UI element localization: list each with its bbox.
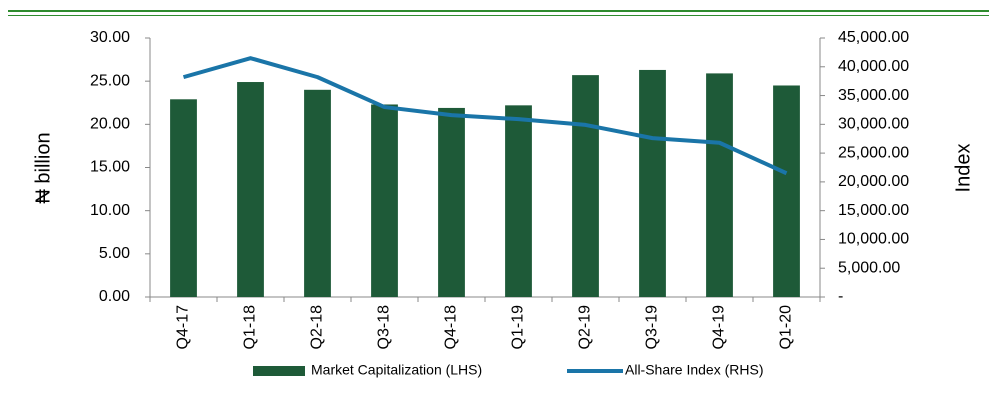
bar <box>773 85 800 297</box>
x-tick-label: Q1-20 <box>778 305 795 350</box>
y2-tick-label: 15,000.00 <box>838 202 909 219</box>
x-tick-label: Q1-18 <box>242 305 259 350</box>
bar <box>304 89 331 297</box>
bar <box>438 107 465 298</box>
y-tick-label: 5.00 <box>99 245 130 262</box>
x-tick-label: Q1-19 <box>510 305 527 350</box>
y2-tick-label: 10,000.00 <box>838 231 909 248</box>
y2-tick-label: 25,000.00 <box>838 144 909 161</box>
bar <box>170 99 197 298</box>
y2-tick-label: 45,000.00 <box>838 29 909 46</box>
y2-axis-label: Index <box>952 144 974 193</box>
x-tick-label: Q4-18 <box>443 305 460 350</box>
y2-tick-label: 5,000.00 <box>838 259 900 276</box>
x-tick-label: Q2-18 <box>309 305 326 350</box>
bar <box>505 105 532 297</box>
y2-tick-label: 35,000.00 <box>838 87 909 104</box>
legend-swatch <box>253 366 305 376</box>
bar <box>371 104 398 297</box>
y-tick-label: 30.00 <box>90 29 130 46</box>
x-tick-label: Q3-18 <box>376 305 393 350</box>
y2-tick-label: 40,000.00 <box>838 58 909 75</box>
y-axis-label: ₦ billion <box>32 132 54 203</box>
y-tick-label: 20.00 <box>90 116 130 133</box>
y-tick-label: 0.00 <box>99 288 130 305</box>
legend-label: All-Share Index (RHS) <box>625 362 764 378</box>
y-tick-label: 15.00 <box>90 159 130 176</box>
y-tick-label: 10.00 <box>90 202 130 219</box>
bar <box>706 73 733 297</box>
bar <box>237 82 264 297</box>
x-tick-label: Q4-17 <box>175 305 192 350</box>
bar <box>639 69 666 298</box>
line <box>182 56 788 176</box>
x-tick-label: Q2-19 <box>577 305 594 350</box>
x-tick-label: Q4-19 <box>711 305 728 350</box>
y-tick-label: 25.00 <box>90 72 130 89</box>
bar <box>572 75 599 297</box>
y2-tick-label: - <box>838 288 843 305</box>
y2-tick-label: 30,000.00 <box>838 116 909 133</box>
y2-tick-label: 20,000.00 <box>838 173 909 190</box>
x-tick-label: Q3-19 <box>644 305 661 350</box>
legend-label: Market Capitalization (LHS) <box>311 362 482 378</box>
